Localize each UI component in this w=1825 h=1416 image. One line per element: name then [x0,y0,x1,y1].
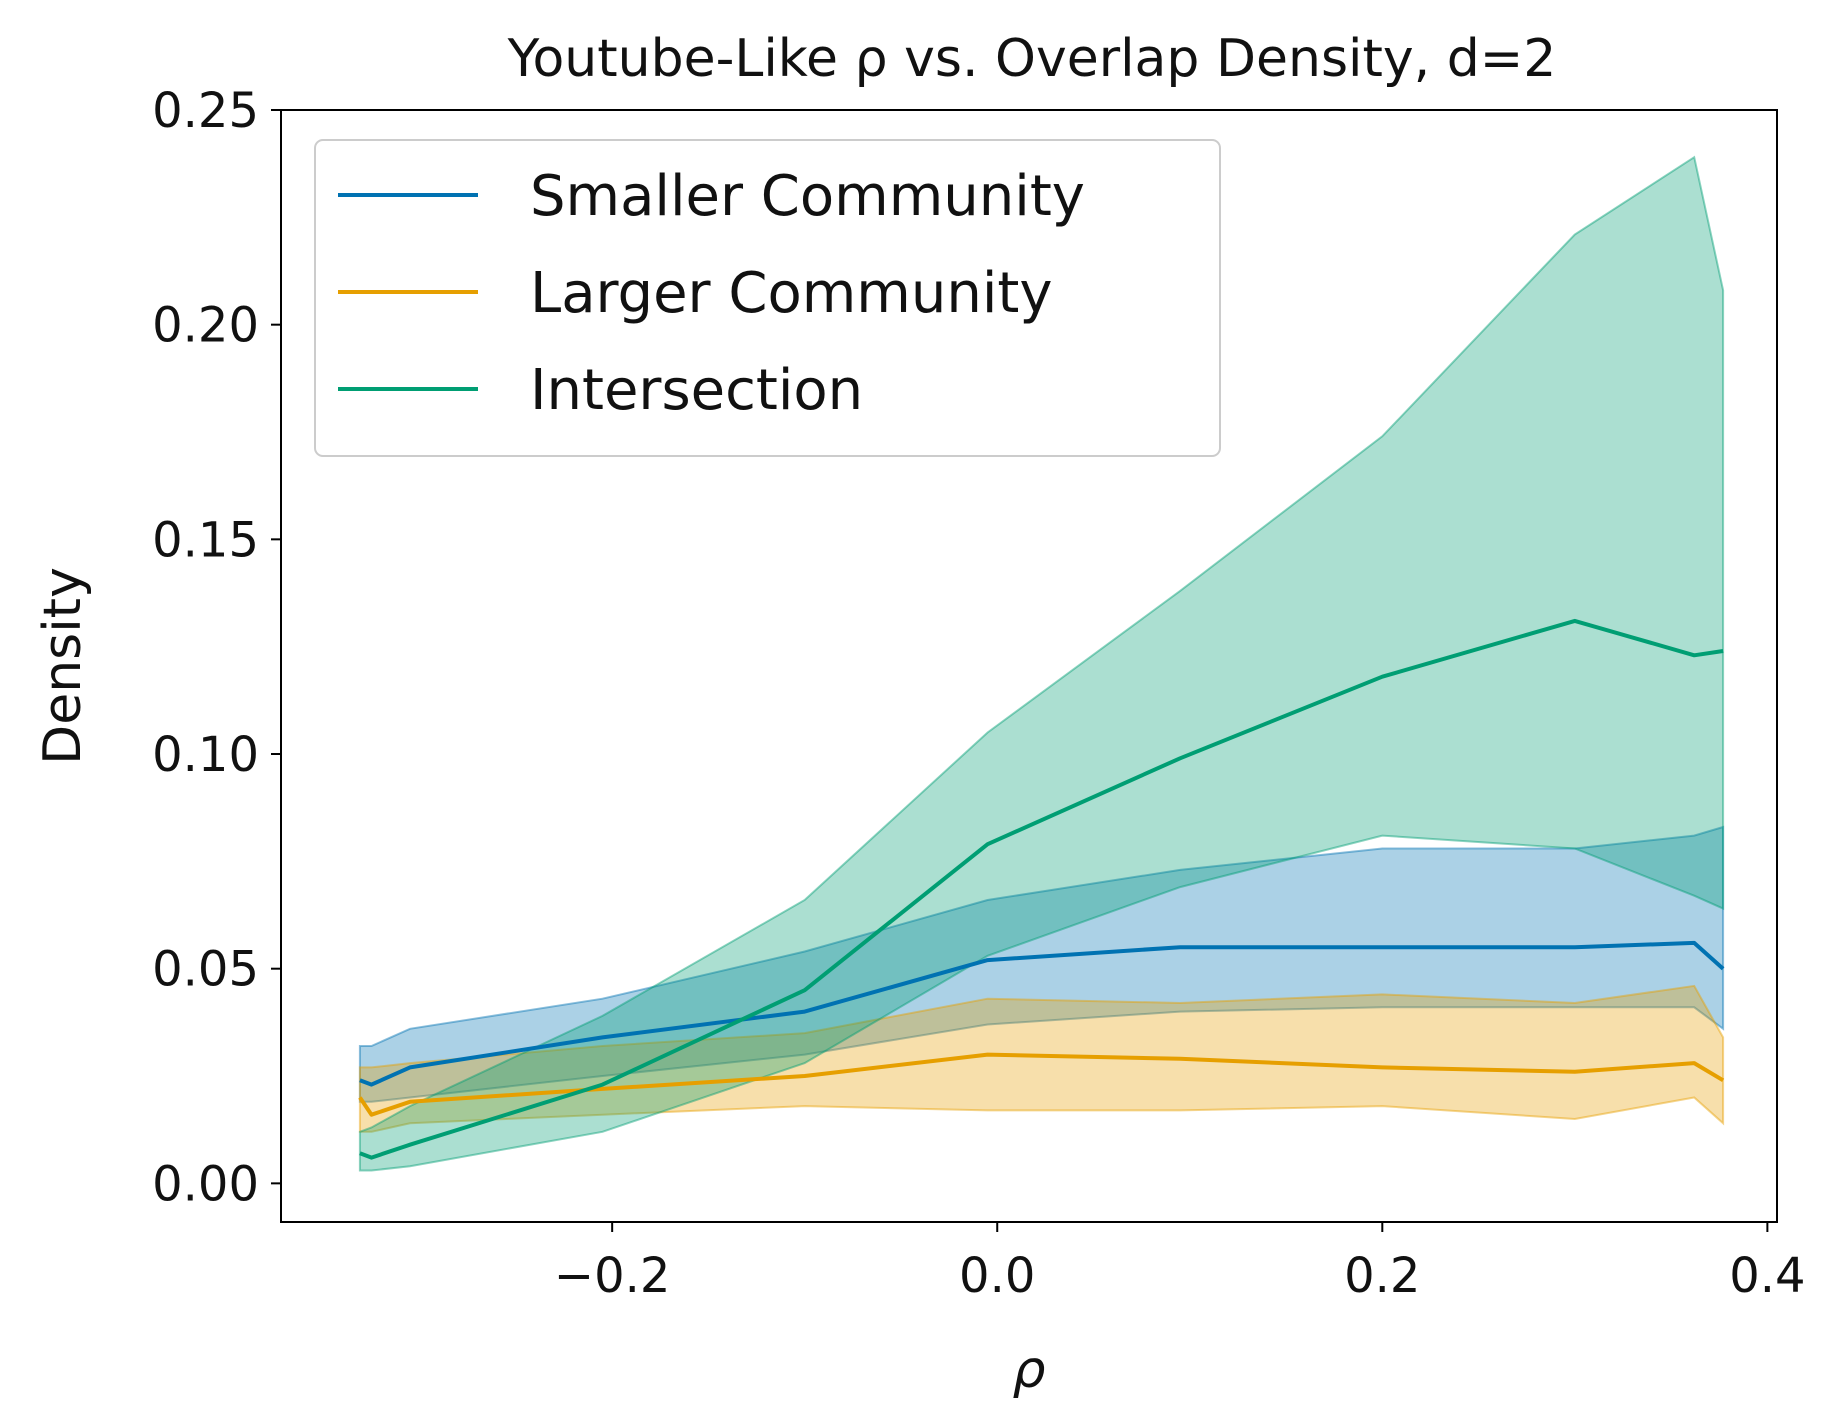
confidence-bands [358,155,1725,1172]
smaller-community-legend-label: Smaller Community [530,164,1085,229]
y-tick-label: 0.05 [152,942,259,998]
x-tick-label: 0.2 [1344,1248,1420,1304]
legend-box [314,139,1221,457]
larger-community-legend-label: Larger Community [530,261,1052,326]
larger-community-line [358,1052,1725,1117]
legend: Smaller Community Larger Community Interse… [314,139,1221,457]
y-tick-label: 0.15 [152,512,259,568]
y-tick-label: 0.10 [152,727,259,783]
x-axis-label: ρ [1012,1340,1045,1400]
y-tick-label: 0.00 [152,1156,259,1212]
intersection-line [359,618,1724,1160]
intersection-band [358,155,1725,1172]
intersection-legend-label: Intersection [530,358,863,423]
x-tick-label: 0.4 [1729,1248,1805,1304]
plot-area-frame [280,109,1778,1223]
smaller-community-line [359,940,1725,1087]
y-axis: 0.00 0.05 0.10 0.15 0.20 0.25 [152,83,281,1212]
x-tick-label: 0.0 [959,1248,1035,1304]
chart-title: Youtube-Like ρ vs. Overlap Density, d=2 [507,29,1557,89]
series-lines [358,618,1725,1160]
larger-community-band [358,984,1725,1133]
x-tick-label: −0.2 [554,1248,671,1304]
y-tick-label: 0.25 [152,83,259,139]
smaller-community-band [358,825,1725,1103]
y-axis-label: Density [33,567,93,765]
x-axis: −0.2 0.0 0.2 0.4 [554,1222,1806,1304]
y-tick-label: 0.20 [152,298,259,354]
